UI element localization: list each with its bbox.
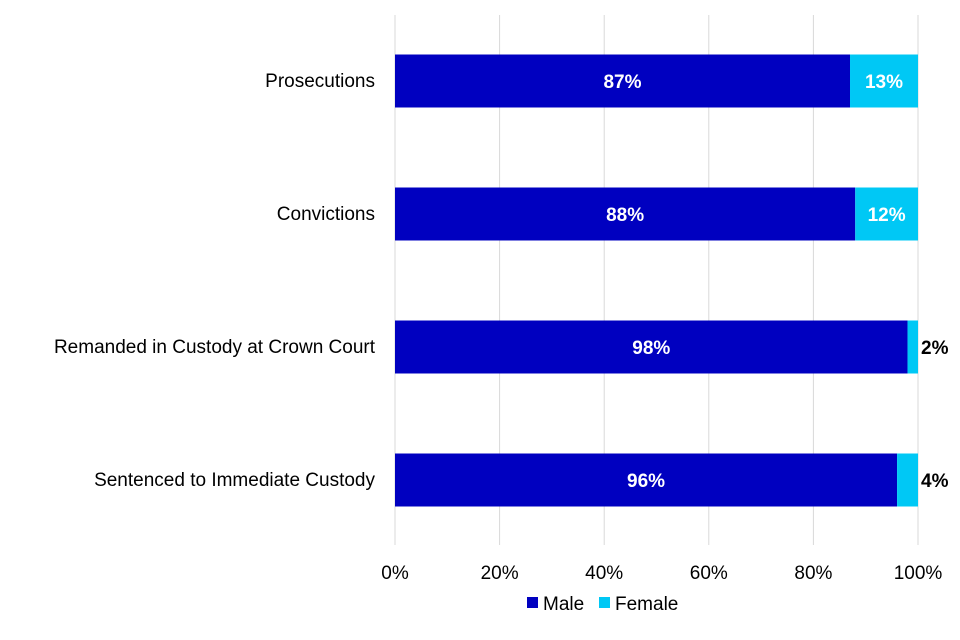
bar-female-3: [897, 453, 918, 507]
legend-swatch-female: [599, 597, 610, 608]
data-label-female-1: 12%: [868, 205, 906, 226]
data-label-female-0: 13%: [865, 72, 903, 93]
data-labels: 87% 13% 88% 12% 98% 2% 96% 4%: [603, 72, 948, 492]
bar-male-0: [395, 54, 851, 108]
x-tick-label-2: 40%: [585, 563, 623, 584]
x-tick-label-3: 60%: [690, 563, 728, 584]
legend-label-female: Female: [615, 594, 678, 615]
legend: Male Female: [527, 594, 678, 615]
bar-male-1: [395, 187, 856, 241]
bar-female-2: [907, 320, 918, 374]
legend-swatch-male: [527, 597, 538, 608]
bar-male-2: [395, 320, 908, 374]
x-tick-label-5: 100%: [894, 563, 943, 584]
bar-female-1: [855, 187, 918, 241]
x-tick-label-4: 80%: [794, 563, 832, 584]
bars: [395, 54, 918, 507]
bar-male-3: [395, 453, 898, 507]
data-label-male-3: 96%: [627, 471, 665, 492]
data-label-female-2: 2%: [921, 338, 949, 359]
x-tick-label-1: 20%: [481, 563, 519, 584]
category-label-2: Remanded in Custody at Crown Court: [54, 337, 376, 358]
category-label-3: Sentenced to Immediate Custody: [94, 470, 375, 491]
legend-label-male: Male: [543, 594, 584, 615]
bar-female-0: [850, 54, 918, 108]
data-label-female-3: 4%: [921, 471, 949, 492]
category-label-1: Convictions: [277, 204, 375, 225]
x-tick-label-0: 0%: [381, 563, 409, 584]
data-label-male-2: 98%: [632, 338, 670, 359]
category-label-0: Prosecutions: [265, 71, 375, 92]
data-label-male-1: 88%: [606, 205, 644, 226]
x-axis-tick-labels: 0% 20% 40% 60% 80% 100%: [381, 563, 942, 584]
category-labels: Prosecutions Convictions Remanded in Custo…: [54, 71, 376, 491]
data-label-male-0: 87%: [603, 72, 641, 93]
